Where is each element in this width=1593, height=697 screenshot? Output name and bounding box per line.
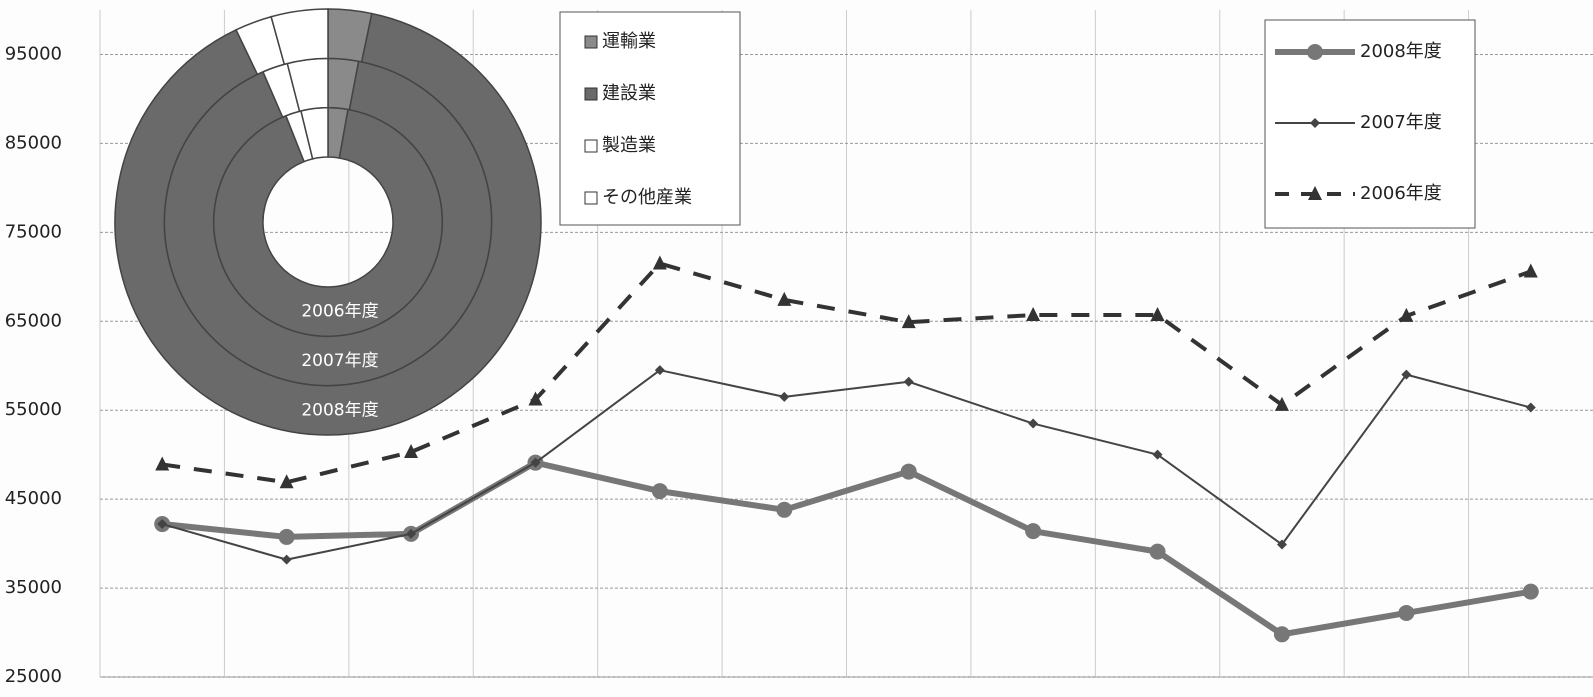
line bbox=[161, 369, 1532, 561]
marker bbox=[1273, 626, 1290, 643]
marker bbox=[1401, 369, 1412, 380]
legend-label: 製造業 bbox=[602, 135, 656, 156]
marker bbox=[528, 391, 543, 406]
legend-swatch bbox=[584, 139, 598, 153]
marker bbox=[1152, 449, 1163, 460]
line bbox=[161, 459, 1532, 638]
marker bbox=[404, 443, 419, 458]
marker bbox=[1522, 583, 1539, 600]
marker bbox=[901, 314, 916, 329]
marker bbox=[155, 456, 170, 471]
legend-label: 2007年度 bbox=[1360, 112, 1442, 133]
marker bbox=[1149, 543, 1166, 560]
y-tick-label: 85000 bbox=[5, 132, 62, 153]
marker bbox=[1398, 604, 1415, 621]
marker bbox=[900, 463, 917, 480]
legend-label: 運輸業 bbox=[602, 31, 656, 52]
marker bbox=[278, 528, 295, 545]
y-tick-label: 55000 bbox=[5, 399, 62, 420]
legend-swatch bbox=[584, 191, 598, 205]
marker bbox=[654, 365, 665, 376]
legend-swatch bbox=[584, 35, 598, 49]
marker bbox=[1028, 418, 1039, 429]
ring-label: 2007年度 bbox=[301, 351, 378, 371]
marker bbox=[406, 528, 417, 539]
y-tick-label: 35000 bbox=[5, 577, 62, 598]
ring-label: 2006年度 bbox=[301, 302, 378, 322]
legend-marker bbox=[1310, 118, 1320, 128]
legend-label: 2008年度 bbox=[1360, 41, 1442, 62]
y-tick-label: 45000 bbox=[5, 488, 62, 509]
y-tick-label: 25000 bbox=[5, 666, 62, 687]
marker bbox=[652, 255, 667, 270]
line bbox=[161, 261, 1532, 485]
marker bbox=[1399, 307, 1414, 322]
marker bbox=[1274, 396, 1289, 411]
legend-marker bbox=[1307, 44, 1323, 60]
marker bbox=[1025, 523, 1042, 540]
marker bbox=[651, 483, 668, 500]
marker bbox=[903, 376, 914, 387]
marker bbox=[279, 474, 294, 489]
marker bbox=[157, 519, 168, 530]
y-tick-label: 95000 bbox=[5, 43, 62, 64]
marker bbox=[1150, 307, 1165, 322]
marker bbox=[777, 291, 792, 306]
legend-label: 2006年度 bbox=[1360, 183, 1442, 204]
marker bbox=[281, 554, 292, 565]
marker bbox=[530, 457, 541, 468]
marker bbox=[1525, 402, 1536, 413]
ring-label: 2008年度 bbox=[301, 400, 378, 420]
legend-label: 建設業 bbox=[602, 83, 656, 104]
donut-segment bbox=[270, 8, 329, 66]
legend-swatch bbox=[584, 87, 598, 101]
legend-label: その他産業 bbox=[602, 187, 692, 208]
marker bbox=[1523, 263, 1538, 278]
marker bbox=[1026, 307, 1041, 322]
y-tick-label: 65000 bbox=[5, 310, 62, 331]
marker bbox=[1276, 539, 1287, 550]
y-tick-label: 75000 bbox=[5, 221, 62, 242]
marker bbox=[776, 501, 793, 518]
legend-marker bbox=[1308, 186, 1322, 200]
donut-segment bbox=[114, 12, 542, 436]
marker bbox=[779, 391, 790, 402]
